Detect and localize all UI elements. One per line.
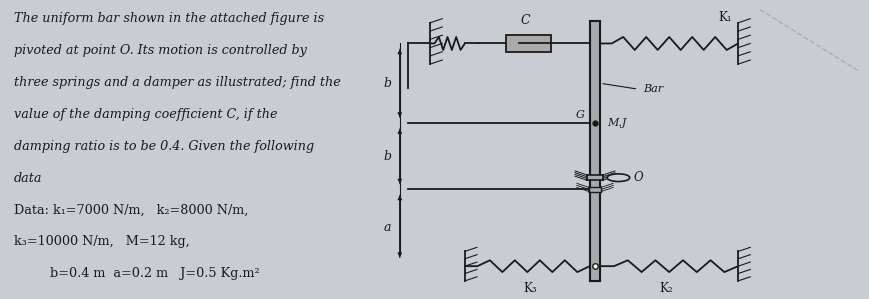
Text: K₂: K₂: [660, 282, 673, 295]
Text: three springs and a damper as illustrated; find the: three springs and a damper as illustrate…: [14, 76, 341, 89]
Text: data: data: [14, 172, 43, 185]
Text: Bar: Bar: [643, 84, 663, 94]
Text: G: G: [576, 110, 585, 120]
Text: C: C: [521, 14, 530, 27]
Text: damping ratio is to be 0.4. Given the following: damping ratio is to be 0.4. Given the fo…: [14, 140, 314, 153]
Text: Data: k₁=7000 N/m,   k₂=8000 N/m,: Data: k₁=7000 N/m, k₂=8000 N/m,: [14, 204, 248, 217]
Text: O: O: [634, 171, 643, 184]
Text: a: a: [383, 221, 391, 234]
Text: pivoted at point O. Its motion is controlled by: pivoted at point O. Its motion is contro…: [14, 44, 307, 57]
Text: K₃: K₃: [523, 282, 537, 295]
Polygon shape: [589, 187, 601, 192]
Text: k₃=10000 N/m,   M=12 kg,: k₃=10000 N/m, M=12 kg,: [14, 236, 189, 248]
Text: b: b: [383, 77, 391, 90]
Polygon shape: [587, 175, 603, 180]
Text: K₁: K₁: [719, 11, 732, 24]
Text: b: b: [383, 150, 391, 163]
Text: The uniform bar shown in the attached figure is: The uniform bar shown in the attached fi…: [14, 13, 324, 25]
Polygon shape: [506, 35, 551, 52]
Circle shape: [607, 174, 630, 181]
Text: b=0.4 m  a=0.2 m   J=0.5 Kg.m²: b=0.4 m a=0.2 m J=0.5 Kg.m²: [14, 267, 259, 280]
Text: M.J: M.J: [607, 118, 627, 128]
Text: value of the damping coefficient C, if the: value of the damping coefficient C, if t…: [14, 108, 277, 121]
